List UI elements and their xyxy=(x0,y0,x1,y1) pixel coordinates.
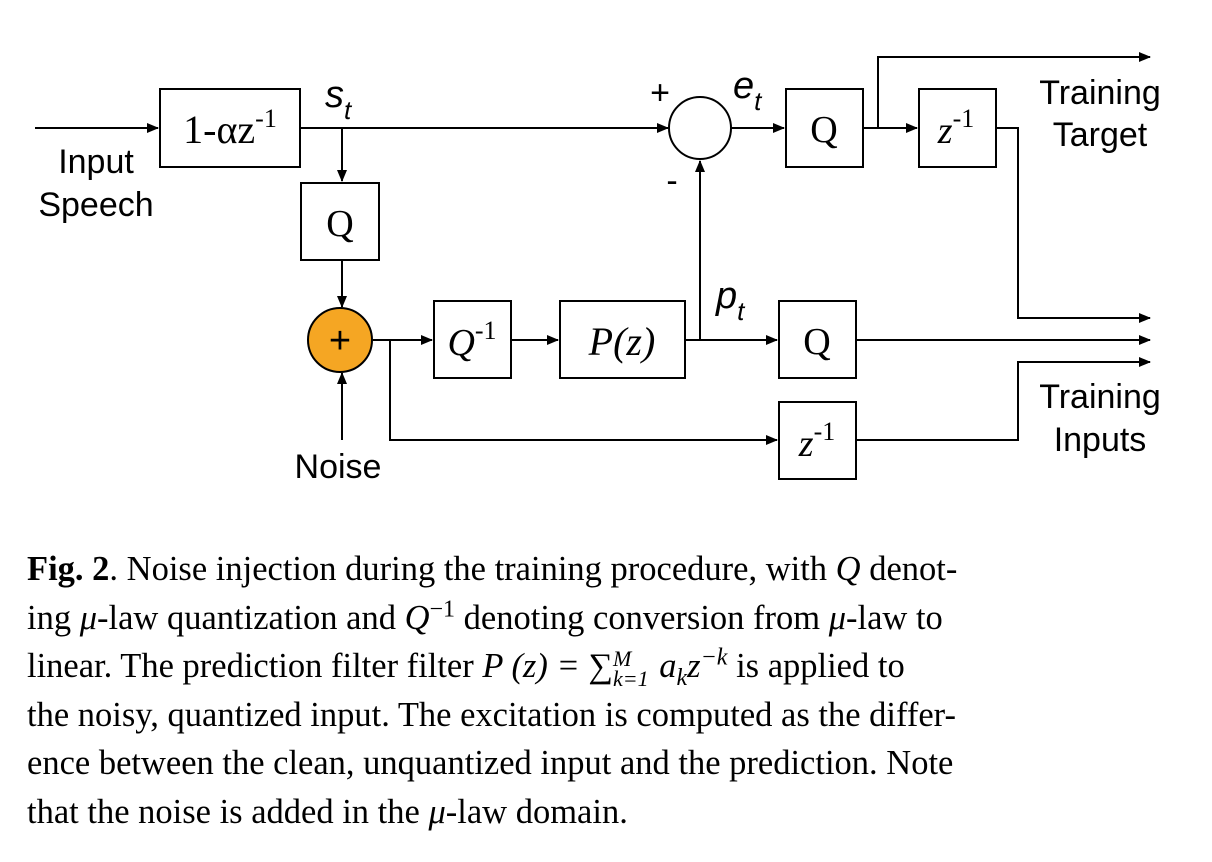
q-right-label: Q xyxy=(810,109,837,151)
adder-symbol: + xyxy=(329,320,351,362)
wire-adder-branch xyxy=(389,340,778,445)
q-block-top xyxy=(300,182,380,261)
caption-line-5: ence between the clean, unquantized inpu… xyxy=(27,744,954,782)
q-inverse-label: Q-1 xyxy=(447,316,496,364)
training-target-label-2: Target xyxy=(1053,116,1148,154)
q-inverse-block xyxy=(433,300,512,379)
wire-training-target xyxy=(877,52,1151,128)
block-diagram: Input Speech 1-αz-1 st Q + - et Q z-1 Tr… xyxy=(35,52,1161,486)
pt-label: pt xyxy=(715,275,746,326)
caption-line-2: ing μ-law quantization and Q−1 denoting … xyxy=(27,596,943,637)
pre-emphasis-block xyxy=(159,88,301,168)
pz-block xyxy=(559,300,686,379)
figure-caption: Fig. 2. Noise injection during the train… xyxy=(27,545,1187,836)
minus-sign-label: - xyxy=(666,162,677,200)
q-top-label: Q xyxy=(326,203,353,245)
caption-line-4: the noisy, quantized input. The excitati… xyxy=(27,695,956,734)
z-inverse-block-bottom xyxy=(778,401,857,480)
pre-emphasis-label: 1-αz-1 xyxy=(183,104,277,152)
training-inputs-label-1: Training xyxy=(1039,378,1161,416)
caption-line-6: that the noise is added in the μ-law dom… xyxy=(27,792,628,831)
input-speech-label-2: Speech xyxy=(38,186,153,224)
z-inverse-block-top xyxy=(918,88,997,168)
training-inputs-label-2: Inputs xyxy=(1054,421,1147,459)
q-block-bottom xyxy=(778,300,857,379)
pz-label: P(z) xyxy=(588,319,656,364)
training-target-label-1: Training xyxy=(1039,74,1161,112)
et-label: et xyxy=(733,65,763,116)
noise-label: Noise xyxy=(295,448,382,486)
q-bottom-label: Q xyxy=(803,321,830,363)
caption-label: Fig. 2 xyxy=(27,550,110,588)
plus-sign-label: + xyxy=(650,74,670,112)
noise-adder-node xyxy=(307,307,373,373)
z-bottom-label: z-1 xyxy=(798,417,835,465)
wire-z-top-out xyxy=(996,127,1151,323)
caption-line-3: linear. The prediction filter filter P (… xyxy=(27,644,905,692)
q-block-right xyxy=(785,88,864,168)
wire-z-bottom-out xyxy=(856,357,1151,441)
z-top-label: z-1 xyxy=(937,104,974,152)
subtractor-node xyxy=(668,96,732,160)
st-label: st xyxy=(325,74,353,125)
caption-line-1: Fig. 2. Noise injection during the train… xyxy=(27,550,958,588)
input-speech-label-1: Input xyxy=(58,143,134,181)
